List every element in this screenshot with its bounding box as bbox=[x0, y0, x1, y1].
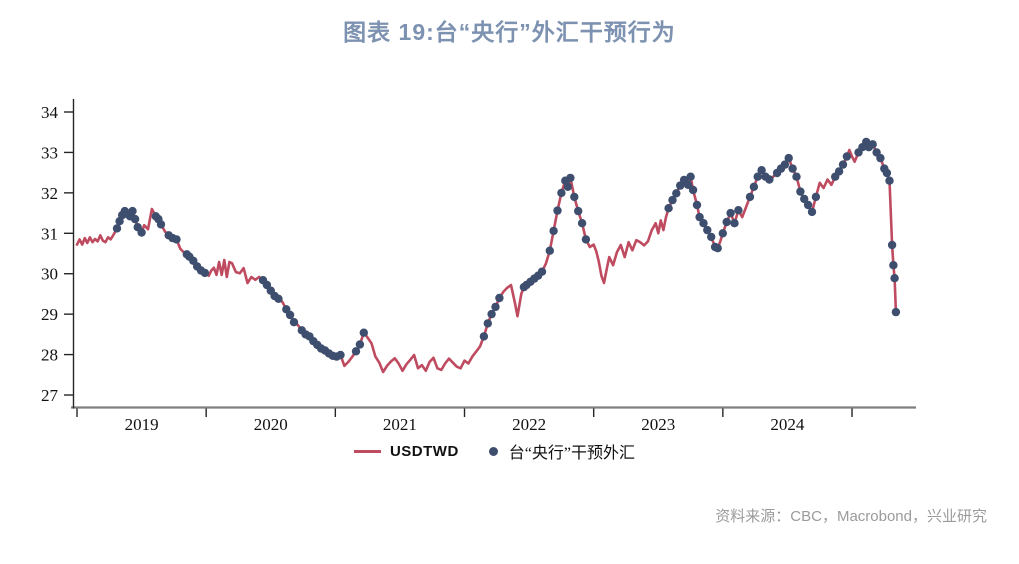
intervention-dot bbox=[683, 180, 693, 189]
intervention-dot bbox=[734, 206, 743, 215]
intervention-dot bbox=[838, 160, 848, 169]
intervention-dot bbox=[889, 261, 898, 270]
intervention-dot bbox=[842, 152, 852, 161]
legend-line-label: USDTWD bbox=[389, 442, 459, 460]
intervention-dot bbox=[882, 168, 892, 178]
y-tick-label: 27 bbox=[41, 386, 59, 405]
intervention-dot bbox=[557, 188, 566, 198]
legend-dot-label: 台“央行”干预外汇 bbox=[508, 445, 636, 462]
intervention-dot bbox=[707, 232, 716, 242]
x-tick-label: 2023 bbox=[641, 415, 675, 434]
intervention-dot bbox=[749, 182, 759, 191]
intervention-dot bbox=[811, 192, 821, 202]
legend-dot-swatch bbox=[488, 446, 498, 456]
intervention-dot bbox=[718, 229, 727, 238]
intervention-dot bbox=[890, 274, 899, 283]
x-tick-label: 2021 bbox=[383, 415, 417, 434]
intervention-dot bbox=[757, 166, 766, 175]
intervention-dot bbox=[664, 204, 673, 213]
intervention-dot bbox=[792, 172, 801, 181]
intervention-dot bbox=[703, 225, 712, 235]
intervention-dot bbox=[483, 319, 492, 328]
intervention-dot bbox=[803, 200, 813, 210]
intervention-dot bbox=[800, 194, 809, 204]
intervention-dot bbox=[780, 160, 790, 169]
x-tick-label: 2020 bbox=[254, 415, 288, 434]
source-note: 资料来源：CBC，Macrobond，兴业研究 bbox=[715, 508, 987, 525]
intervention-dot bbox=[668, 195, 677, 205]
intervention-dot bbox=[876, 153, 885, 163]
intervention-dot bbox=[495, 293, 504, 303]
intervention-dot bbox=[807, 207, 817, 217]
intervention-dot bbox=[172, 235, 181, 244]
intervention-dot bbox=[289, 318, 299, 327]
intervention-dot bbox=[713, 244, 722, 253]
intervention-dot bbox=[336, 350, 345, 360]
intervention-dot bbox=[351, 347, 361, 356]
intervention-dot bbox=[699, 219, 708, 228]
y-tick-label: 28 bbox=[41, 346, 58, 365]
intervention-dot bbox=[868, 140, 877, 149]
chart-legend: USDTWD 台“央行”干预外汇 bbox=[73, 438, 916, 464]
intervention-dot bbox=[796, 187, 805, 196]
y-tick-label: 31 bbox=[41, 224, 58, 243]
y-tick-label: 33 bbox=[41, 143, 58, 162]
intervention-dot bbox=[722, 217, 731, 227]
intervention-dot bbox=[137, 228, 146, 237]
intervention-dot bbox=[574, 206, 583, 216]
x-tick-label: 2024 bbox=[770, 415, 805, 434]
intervention-dot bbox=[128, 206, 137, 216]
y-tick-label: 29 bbox=[41, 305, 58, 324]
intervention-dot bbox=[549, 226, 558, 236]
intervention-dot bbox=[788, 164, 797, 173]
intervention-dot bbox=[130, 214, 140, 224]
y-tick-label: 32 bbox=[41, 184, 58, 203]
intervention-dot bbox=[672, 189, 681, 198]
intervention-dot bbox=[563, 182, 572, 191]
intervention-dot bbox=[355, 340, 365, 349]
y-tick-label: 34 bbox=[41, 103, 59, 122]
intervention-dot bbox=[784, 153, 793, 163]
intervention-dot bbox=[885, 176, 894, 185]
intervention-dot bbox=[479, 332, 489, 341]
intervention-dot bbox=[553, 206, 562, 215]
chart-title: 图表 19:台“央行”外汇干预行为 bbox=[343, 19, 676, 45]
intervention-dot bbox=[688, 185, 698, 195]
intervention-dot bbox=[545, 246, 554, 255]
intervention-dot bbox=[891, 307, 901, 317]
y-tick-label: 30 bbox=[41, 265, 58, 284]
intervention-dot bbox=[686, 172, 695, 181]
x-tick-label: 2019 bbox=[125, 415, 159, 434]
intervention-dot bbox=[730, 219, 739, 228]
intervention-dot bbox=[359, 328, 368, 337]
intervention-dot bbox=[695, 212, 704, 222]
intervention-dot bbox=[570, 192, 579, 202]
intervention-dot bbox=[487, 309, 496, 319]
intervention-dot bbox=[753, 172, 762, 181]
intervention-dot bbox=[156, 220, 166, 229]
intervention-dot bbox=[285, 310, 295, 320]
intervention-dot bbox=[274, 294, 283, 303]
intervention-dot bbox=[834, 167, 844, 176]
intervention-dot bbox=[491, 302, 500, 312]
intervention-dot bbox=[726, 208, 735, 218]
intervention-dot bbox=[200, 268, 210, 278]
intervention-dot bbox=[887, 240, 897, 250]
intervention-dot bbox=[537, 267, 547, 276]
intervention-dot bbox=[745, 192, 755, 202]
intervention-dot bbox=[577, 219, 587, 228]
intervention-dots bbox=[112, 137, 901, 361]
x-tick-label: 2022 bbox=[512, 415, 546, 434]
legend-line-swatch bbox=[353, 449, 381, 453]
intervention-dot bbox=[765, 175, 774, 184]
intervention-dot bbox=[581, 235, 591, 244]
intervention-dot bbox=[692, 200, 702, 210]
intervention-dot bbox=[112, 224, 122, 233]
intervention-dot bbox=[566, 173, 575, 183]
